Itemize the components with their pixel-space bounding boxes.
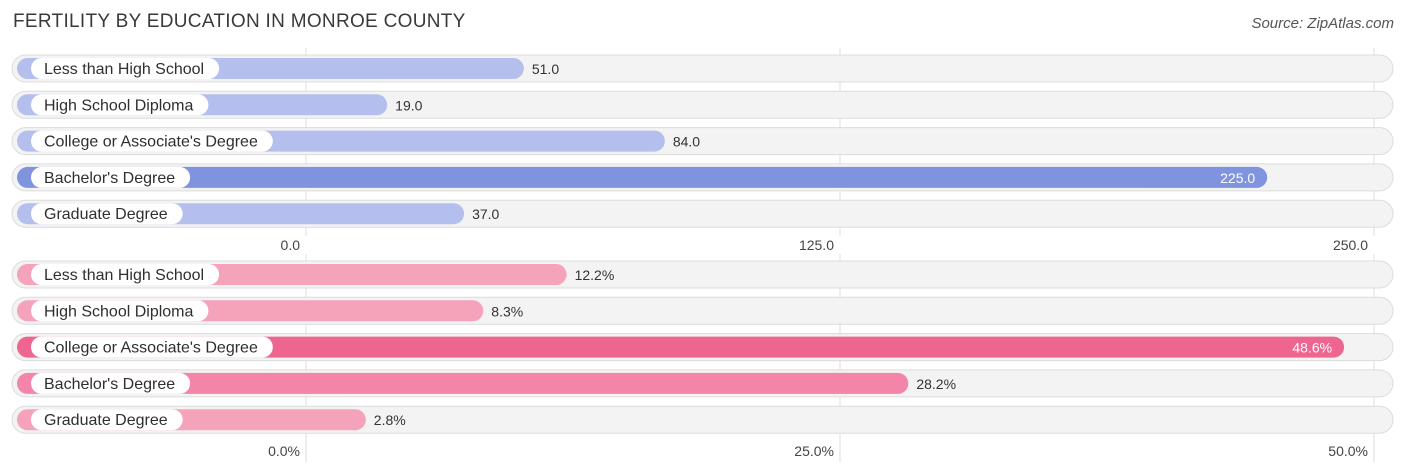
bar-row: Graduate Degree 2.8%: [11, 405, 1394, 434]
value-label: 8.3%: [491, 303, 523, 319]
chart-title: FERTILITY BY EDUCATION IN MONROE COUNTY: [13, 11, 466, 32]
bar-row: Less than High School 12.2%: [11, 260, 1394, 289]
tick-label: 0.0%: [268, 443, 300, 459]
value-label: 2.8%: [374, 412, 406, 428]
tick-label: 50.0%: [1328, 443, 1368, 459]
value-label: 51.0: [532, 61, 559, 77]
category-label: College or Associate's Degree: [44, 340, 258, 357]
bar-row: College or Associate's Degree 48.6%: [11, 333, 1394, 362]
category-pill: [31, 372, 191, 394]
category-pill: [31, 336, 273, 358]
category-pill: [31, 300, 209, 322]
chart-panel-1: Less than High School 51.0 High School Dip…: [11, 48, 1394, 253]
value-label: 28.2%: [916, 376, 956, 392]
tick-label: 125.0: [799, 237, 834, 253]
tick-label: 0.0: [281, 237, 301, 253]
value-label: 12.2%: [575, 267, 615, 283]
category-label: High School Diploma: [44, 97, 194, 114]
category-label: Less than High School: [44, 267, 204, 284]
value-label: 19.0: [395, 97, 422, 113]
bar-row: High School Diploma 19.0: [11, 90, 1394, 119]
category-pill: [31, 94, 209, 116]
category-label: Bachelor's Degree: [44, 376, 175, 393]
category-label: Graduate Degree: [44, 206, 168, 223]
value-label: 225.0: [1220, 170, 1255, 186]
category-label: Graduate Degree: [44, 412, 168, 429]
category-label: Bachelor's Degree: [44, 170, 175, 187]
bar: [17, 336, 1345, 358]
category-pill: [31, 264, 220, 285]
bar-row: Bachelor's Degree 225.0: [11, 163, 1394, 192]
category-label: College or Associate's Degree: [44, 134, 258, 151]
value-label: 48.6%: [1292, 340, 1332, 356]
bar-row: College or Associate's Degree 84.0: [11, 127, 1394, 156]
category-pill: [31, 409, 183, 431]
bar-row: Bachelor's Degree 28.2%: [11, 369, 1394, 398]
tick-label: 250.0: [1333, 237, 1368, 253]
bar-row: Graduate Degree 37.0: [11, 199, 1394, 228]
value-label: 37.0: [472, 206, 499, 222]
source-label: Source: ZipAtlas.com: [1251, 15, 1394, 32]
chart-panel-2: Less than High School 12.2% High School Di…: [11, 254, 1394, 462]
category-pill: [31, 166, 191, 188]
value-label: 84.0: [673, 134, 700, 150]
category-pill: [31, 58, 220, 79]
category-label: High School Diploma: [44, 303, 194, 320]
category-pill: [31, 203, 183, 225]
bar: [17, 166, 1268, 188]
bar-row: High School Diploma 8.3%: [11, 296, 1394, 325]
bar: [17, 372, 909, 394]
category-label: Less than High School: [44, 61, 204, 78]
bar-row: Less than High School 51.0: [11, 54, 1394, 83]
category-pill: [31, 130, 273, 152]
tick-label: 25.0%: [794, 443, 834, 459]
